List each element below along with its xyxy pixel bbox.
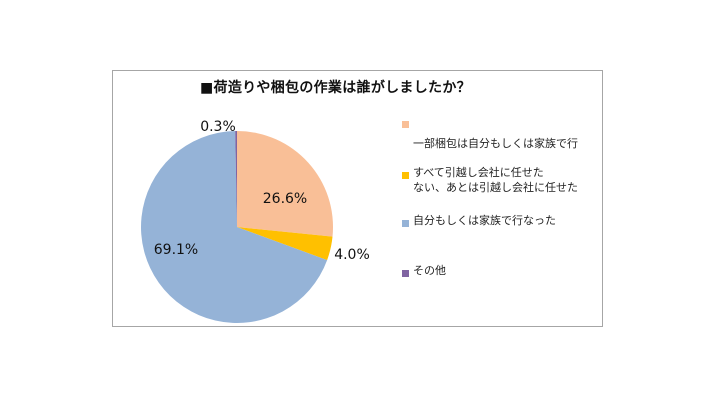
legend-item-self: 自分もしくは家族で行なった bbox=[402, 214, 556, 232]
legend-item-other: その他 bbox=[402, 264, 446, 282]
legend-label-all-mover: すべて引越し会社に任せた bbox=[413, 166, 544, 179]
data-label-other: 0.3% bbox=[200, 119, 236, 135]
legend-item-all-mover: すべて引越し会社に任せた bbox=[402, 166, 544, 184]
data-label-all-mover: 4.0% bbox=[334, 247, 370, 263]
legend-label-other: その他 bbox=[413, 264, 446, 277]
legend-label-partial-self-line1: 一部梱包は自分もしくは家族で行 bbox=[413, 137, 578, 150]
slice-partial-self bbox=[237, 131, 333, 237]
legend-label-partial-self-line2: ない、あとは引越し会社に任せた bbox=[413, 181, 578, 194]
legend-item-partial-self: 一部梱包は自分もしくは家族で行 ない、あとは引越し会社に任せた bbox=[402, 116, 578, 199]
legend-swatch-partial-self bbox=[402, 121, 409, 128]
data-label-self: 69.1% bbox=[154, 242, 198, 258]
data-label-partial-self: 26.6% bbox=[263, 191, 307, 207]
slice-all-mover bbox=[237, 227, 333, 261]
legend-swatch-other bbox=[402, 270, 409, 277]
slice-other bbox=[235, 131, 237, 227]
legend-swatch-self bbox=[402, 220, 409, 227]
slice-self bbox=[141, 131, 328, 324]
legend-label-self: 自分もしくは家族で行なった bbox=[413, 214, 556, 227]
legend-swatch-all-mover bbox=[402, 172, 409, 179]
chart-title: ■荷造りや梱包の作業は誰がしましたか？ bbox=[200, 80, 471, 96]
